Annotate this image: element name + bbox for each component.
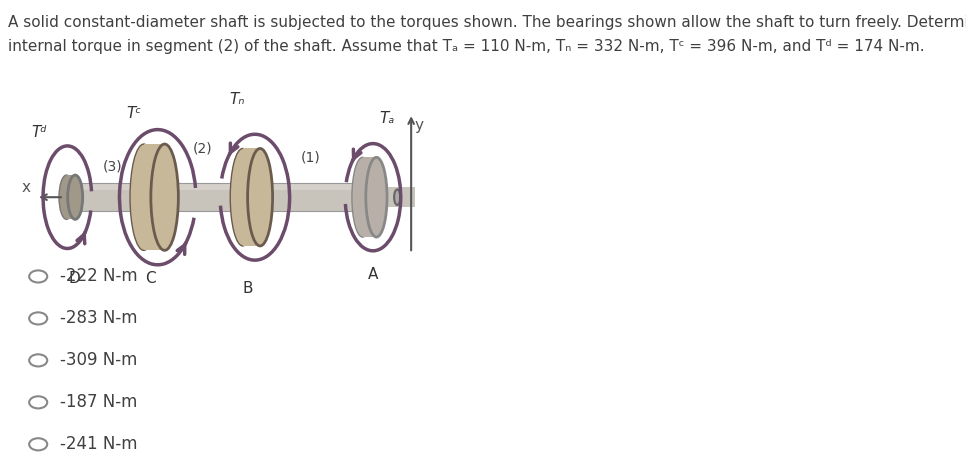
Text: x: x — [21, 180, 30, 195]
Text: internal torque in segment (2) of the shaft. Assume that Tₐ = 110 N-m, Tₙ = 332 : internal torque in segment (2) of the sh… — [9, 38, 925, 53]
Text: y: y — [414, 118, 424, 133]
Ellipse shape — [366, 157, 387, 237]
Ellipse shape — [247, 149, 272, 246]
Text: -283 N‑m: -283 N‑m — [60, 310, 137, 327]
Text: Tᵈ: Tᵈ — [32, 125, 47, 140]
Ellipse shape — [130, 144, 157, 250]
Text: (1): (1) — [300, 151, 321, 165]
Ellipse shape — [151, 144, 179, 250]
Text: -241 N‑m: -241 N‑m — [60, 435, 137, 454]
Text: A solid constant-diameter shaft is subjected to the torques shown. The bearings : A solid constant-diameter shaft is subje… — [9, 15, 966, 30]
Text: -222 N‑m: -222 N‑m — [60, 267, 137, 286]
Ellipse shape — [230, 149, 255, 246]
Text: A: A — [368, 267, 378, 282]
Bar — [64, 183, 377, 211]
Ellipse shape — [352, 157, 373, 237]
Bar — [144, 144, 164, 250]
Text: (2): (2) — [193, 141, 213, 155]
Bar — [242, 149, 260, 246]
Text: -187 N‑m: -187 N‑m — [60, 393, 137, 411]
Text: -309 N‑m: -309 N‑m — [60, 351, 137, 370]
Bar — [64, 183, 377, 190]
Text: Tᶜ: Tᶜ — [126, 106, 141, 121]
Bar — [362, 157, 377, 237]
Bar — [64, 183, 377, 211]
Ellipse shape — [59, 175, 74, 219]
Text: Tₐ: Tₐ — [379, 111, 394, 126]
Ellipse shape — [394, 189, 400, 205]
Text: Tₙ: Tₙ — [230, 92, 245, 107]
Bar — [384, 188, 414, 207]
Bar — [67, 175, 75, 219]
Ellipse shape — [68, 175, 83, 219]
Text: C: C — [146, 271, 156, 286]
Text: (3): (3) — [102, 160, 123, 174]
Text: B: B — [242, 281, 253, 296]
Text: D: D — [69, 271, 80, 286]
